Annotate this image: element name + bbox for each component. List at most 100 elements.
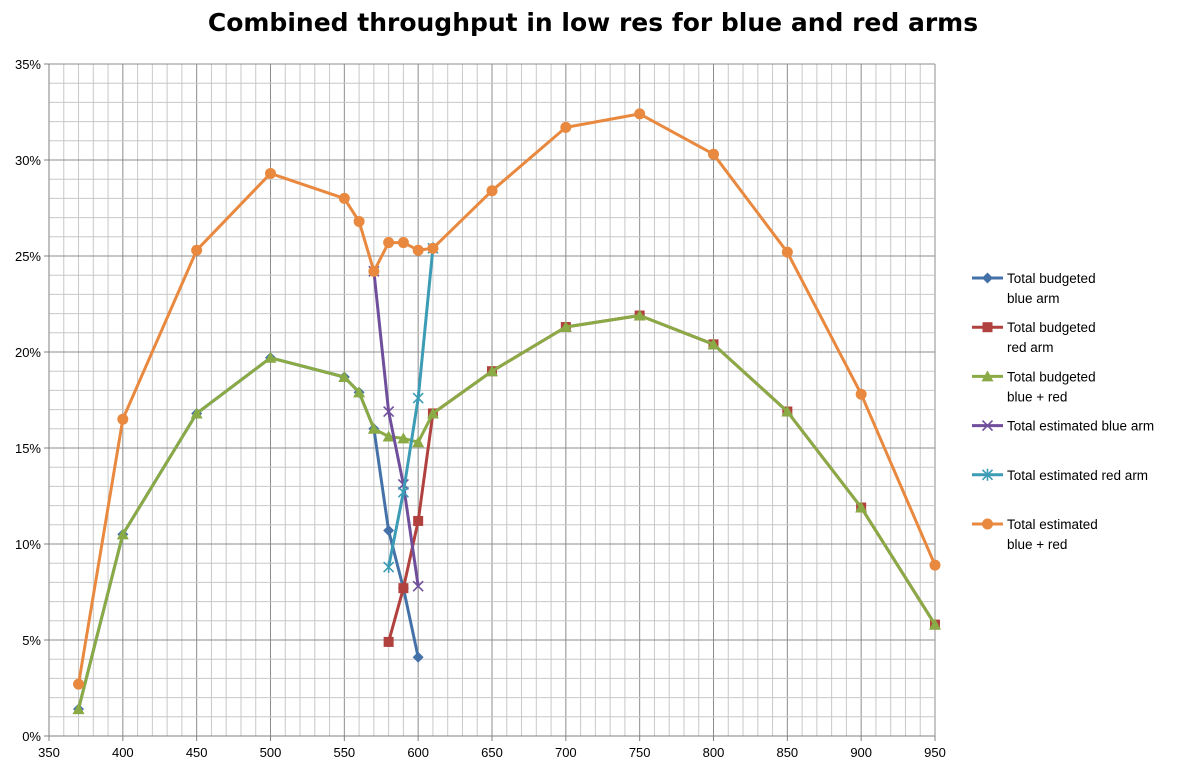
x-tick-label: 650 [481,745,503,760]
data-point [412,436,425,448]
data-point [486,365,498,377]
grid [48,63,936,737]
x-tick-label: 550 [333,745,355,760]
data-point [353,215,365,227]
data-point [353,386,366,398]
x-tick-label: 400 [112,745,134,760]
legend-label: Total budgeted [1007,320,1096,335]
data-point [412,651,424,663]
legend-entry: Total estimated blue + red [972,517,1098,552]
data-point [382,430,395,442]
data-point [412,580,424,592]
data-point [73,678,85,690]
chart-title-wrap: Combined throughput in low res for blue … [0,8,1186,37]
data-point [559,321,572,333]
legend-label: Total estimated red arm [1007,468,1148,483]
series-1 [73,352,424,715]
legend-entry: Total estimated red arm [972,468,1148,483]
legend-label: Total budgeted [1007,369,1096,384]
data-point [929,559,941,571]
data-point [708,148,719,160]
data-point [486,185,498,197]
data-point [338,370,351,382]
data-point [560,121,572,133]
legend-label: Total estimated blue arm [1007,419,1154,434]
legend-label: Total estimated [1007,517,1098,532]
y-tick-label: 0% [22,729,41,744]
x-tick-label: 950 [924,745,946,760]
legend: Total budgeted blue arm Total budgeted red … [972,271,1154,552]
legend-swatch-marker [982,272,993,284]
data-point [383,405,395,418]
y-tick-label: 10% [15,537,41,552]
series-line [387,248,435,568]
data-point [781,405,794,417]
legend-entry: Total estimated blue arm [972,419,1154,434]
x-tick-label: 350 [38,745,60,760]
data-point [368,265,380,277]
data-point [397,237,409,249]
series-line [77,112,937,685]
data-point [383,636,394,647]
x-tick-label: 800 [703,745,725,760]
series-layer [72,108,941,715]
x-tick-label: 900 [850,745,872,760]
x-tick-label: 450 [186,745,208,760]
y-tick-label: 35% [15,57,41,72]
data-point [781,246,793,258]
legend-label: blue + red [1007,537,1067,552]
data-point [413,515,424,526]
data-point [412,392,424,405]
legend-entry: Total budgeted blue + red [972,369,1096,404]
data-point [264,351,277,363]
series-2 [383,310,940,647]
series-line [372,271,420,587]
y-tick-label: 5% [22,633,41,648]
axes: 350 400 450 500 550 600 650 700 750 800 850 900 950 0… [15,57,946,760]
data-point [707,338,720,350]
x-tick-label: 750 [629,745,651,760]
data-point [367,422,380,434]
x-tick-label: 500 [260,745,282,760]
data-point [634,108,646,120]
data-point [412,244,424,256]
data-point [72,703,85,715]
legend-label: blue + red [1007,389,1067,404]
legend-swatch-marker [982,518,993,530]
x-tick-label: 850 [776,745,798,760]
legend-label: red arm [1007,340,1054,355]
y-tick-label: 30% [15,153,41,168]
data-point [383,561,395,574]
legend-label: blue arm [1007,291,1060,306]
data-point [383,237,395,249]
data-point [398,583,409,594]
data-point [633,309,646,321]
legend-swatch-marker [982,322,993,333]
chart-title: Combined throughput in low res for blue … [207,8,979,37]
data-point [855,388,867,400]
y-tick-label: 15% [15,441,41,456]
data-point [383,525,395,537]
data-point [397,486,409,499]
data-point [190,407,203,419]
legend-entry: Total budgeted blue arm [972,271,1096,306]
data-point [397,432,410,444]
data-point [427,242,439,254]
data-point [855,501,868,513]
series-6 [73,108,941,690]
x-tick-label: 700 [555,745,577,760]
y-tick-label: 25% [15,249,41,264]
legend-entry: Total budgeted red arm [972,320,1096,355]
legend-swatch-marker [981,468,994,481]
data-point [191,244,203,256]
legend-label: Total budgeted [1007,271,1096,286]
series-line [387,314,937,643]
legend-swatch-marker [981,420,994,432]
data-point [117,413,129,425]
data-point [265,167,276,179]
data-point [426,407,439,419]
legend-swatch-marker [981,370,994,382]
y-tick-label: 20% [15,345,41,360]
data-point [338,192,350,204]
